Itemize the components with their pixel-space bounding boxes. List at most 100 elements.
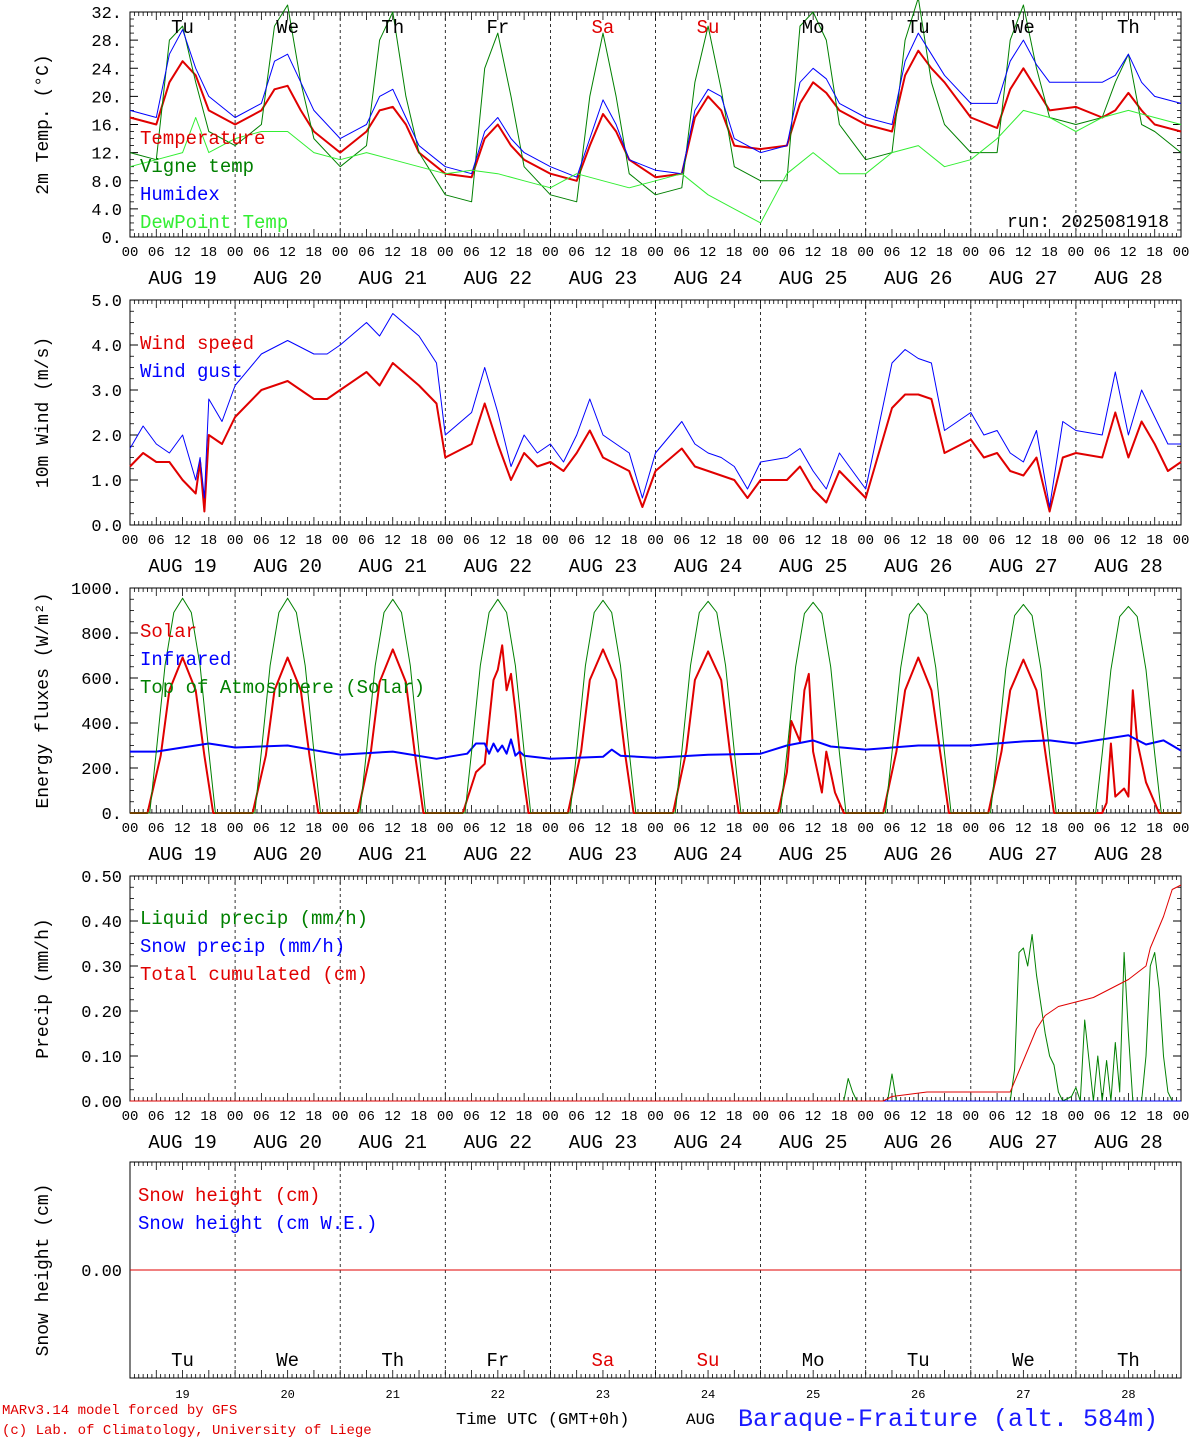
date-label: AUG 26 [884,1132,952,1154]
hour-label: 06 [673,1109,690,1125]
time-ticks [129,1162,1182,1378]
time-ticks [129,876,1182,1101]
series-line-infrared [130,734,1182,760]
y-axis-title: Energy fluxes (W/m²) [34,592,54,808]
date-label: AUG 22 [464,1132,532,1154]
hour-label: 06 [358,1109,375,1125]
hour-label: 12 [595,821,612,837]
y-tick-label: 24. [91,61,122,80]
hour-label: 00 [122,533,139,549]
run-annotation: run: 2025081918 [1007,213,1169,233]
y-axis-title: 10m Wind (m/s) [34,337,54,488]
time-ticks [129,12,1182,237]
date-label: AUG 23 [569,556,637,578]
hour-label: 00 [227,1109,244,1125]
hour-label: 00 [1173,821,1190,837]
weekday-label: Tu [907,1350,930,1372]
hour-label: 06 [568,821,585,837]
hour-label: 06 [884,821,901,837]
hour-label: 12 [1015,245,1032,261]
hour-label: 06 [568,1109,585,1125]
hour-label: 00 [437,821,454,837]
y-tick-label: 5.0 [91,293,122,312]
hour-label: 00 [647,533,664,549]
hour-label: 18 [726,821,743,837]
hour-label: 06 [253,821,270,837]
date-label: AUG 25 [779,556,847,578]
hour-label: 00 [227,533,244,549]
day-number: 22 [491,1388,505,1402]
hour-label: 18 [831,821,848,837]
weekday-label: Tu [171,1350,194,1372]
legend-entry: Humidex [140,184,220,206]
day-number: 27 [1016,1388,1030,1402]
y-tick-label: 4.0 [91,338,122,357]
hour-label: 06 [463,533,480,549]
hour-label: 00 [962,821,979,837]
series-line-total-cumulated-cm- [130,884,1182,1102]
y-tick-label: 3.0 [91,383,122,402]
hour-label: 00 [332,245,349,261]
hour-label: 18 [200,1109,217,1125]
plot-frame [129,299,1182,526]
hour-label: 12 [805,1109,822,1125]
hour-label: 00 [752,533,769,549]
hour-label: 12 [910,1109,927,1125]
day-number: 25 [806,1388,820,1402]
hour-label: 18 [516,533,533,549]
hour-label: 06 [1094,821,1111,837]
hour-label: 12 [1120,821,1137,837]
hour-label: 00 [647,821,664,837]
hour-label: 12 [489,533,506,549]
hour-label: 12 [1015,533,1032,549]
day-number: 19 [175,1388,189,1402]
hour-label: 00 [647,1109,664,1125]
date-label: AUG 23 [569,1132,637,1154]
hour-label: 00 [1173,533,1190,549]
hour-label: 00 [962,1109,979,1125]
date-label: AUG 20 [253,556,321,578]
date-label: AUG 28 [1094,556,1162,578]
weekday-label: Tu [907,17,930,39]
date-label: AUG 26 [884,268,952,290]
hour-label: 00 [542,821,559,837]
legend-entry: Vigne temp [140,156,254,178]
date-label: AUG 21 [359,556,427,578]
date-label: AUG 27 [989,268,1057,290]
date-label: AUG 24 [674,268,742,290]
hour-label: 00 [857,533,874,549]
hour-label: 12 [700,1109,717,1125]
weekday-label: Su [697,1350,720,1372]
hour-label: 06 [884,1109,901,1125]
weekday-label: Mo [802,17,825,39]
station-title: Baraque-Fraiture (alt. 584m) [738,1405,1158,1434]
date-label: AUG 19 [148,268,216,290]
hour-label: 12 [805,821,822,837]
hour-label: 12 [279,533,296,549]
weekday-label: Su [697,17,720,39]
hour-label: 06 [253,533,270,549]
legend-entry: Snow precip (mm/h) [140,936,345,958]
hour-label: 18 [621,1109,638,1125]
hour-label: 06 [884,533,901,549]
hour-label: 06 [1094,1109,1111,1125]
hour-label: 06 [148,1109,165,1125]
hour-label: 18 [1146,1109,1163,1125]
y-axis-title: 2m Temp. (°C) [34,54,54,194]
hour-label: 00 [962,245,979,261]
hour-label: 12 [595,245,612,261]
panel-1: 0. 4.0 8.0 12. 16. 20. 24. 28. 32. 2m Temp. (°C) 0… [34,0,1189,290]
hour-label: 18 [411,1109,428,1125]
legend-entry: Wind speed [140,333,254,355]
date-label: AUG 22 [464,268,532,290]
date-label: AUG 21 [359,268,427,290]
hour-label: 18 [936,245,953,261]
hour-label: 06 [568,245,585,261]
hour-label: 06 [778,533,795,549]
date-label: AUG 23 [569,268,637,290]
hour-label: 06 [148,245,165,261]
y-tick-label: 200. [81,761,122,780]
weekday-label: We [276,1350,299,1372]
hour-label: 18 [1041,245,1058,261]
hour-label: 00 [1173,245,1190,261]
